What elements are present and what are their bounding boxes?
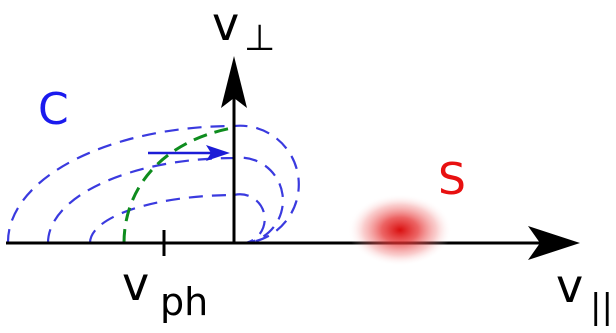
arc-outer [6, 124, 300, 245]
blue-dashed-arcs [6, 124, 300, 245]
v-parallel-label: v || [556, 259, 613, 327]
s-label: S [438, 154, 466, 205]
v-parallel-base: v [556, 259, 583, 313]
v-perp-symbol: ⊥ [244, 18, 275, 59]
v-perp-label: v ⊥ [212, 0, 275, 59]
v-ph-base: v [122, 257, 149, 311]
v-perp-arrowhead [221, 56, 247, 108]
arc-inner [88, 193, 266, 245]
green-dashed-arc [122, 126, 233, 244]
v-perp-base: v [212, 0, 239, 51]
v-ph-label: v ph [122, 257, 208, 324]
c-label: C [38, 84, 69, 135]
v-ph-subscript: ph [160, 280, 208, 324]
blue-arrowhead [206, 145, 230, 161]
v-parallel-arrowhead [528, 226, 580, 260]
source-blob [348, 194, 452, 266]
v-parallel-subscript: || [590, 287, 613, 327]
